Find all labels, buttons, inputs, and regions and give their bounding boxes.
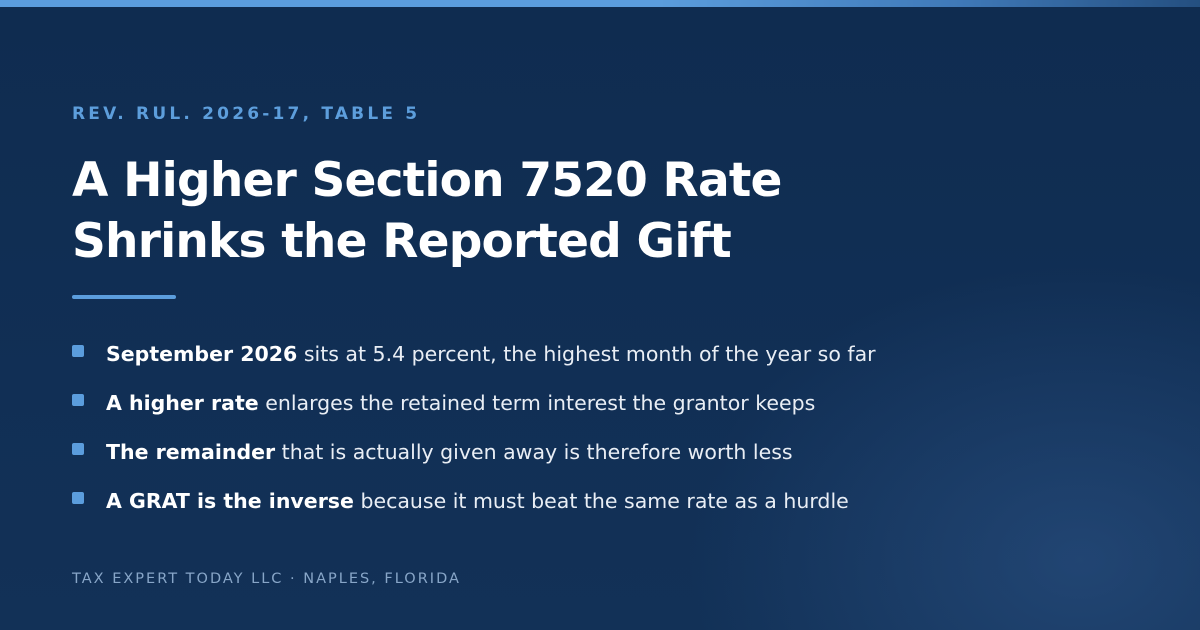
bullet-text: that is actually given away is therefore…: [275, 440, 793, 464]
headline-line-2: Shrinks the Reported Gift: [72, 214, 732, 269]
footer-attribution: TAX EXPERT TODAY LLC · NAPLES, FLORIDA: [72, 571, 461, 587]
bullet-item: A GRAT is the inverse because it must be…: [72, 483, 876, 532]
bullet-lead: A GRAT is the inverse: [106, 489, 354, 513]
headline-line-1: A Higher Section 7520 Rate: [72, 153, 782, 208]
bullet-square-icon: [72, 492, 84, 504]
bullet-item: A higher rate enlarges the retained term…: [72, 385, 876, 434]
bullet-square-icon: [72, 394, 84, 406]
bullet-lead: The remainder: [106, 440, 276, 464]
bullet-lead: A higher rate: [106, 391, 259, 415]
bullet-list: September 2026 sits at 5.4 percent, the …: [72, 336, 876, 532]
accent-divider: [72, 295, 176, 299]
bullet-item: The remainder that is actually given awa…: [72, 434, 876, 483]
bullet-text: enlarges the retained term interest the …: [258, 391, 816, 415]
top-accent-bar: [0, 0, 1200, 7]
bullet-text: sits at 5.4 percent, the highest month o…: [297, 342, 876, 366]
bullet-lead: September 2026: [106, 342, 298, 366]
bullet-square-icon: [72, 345, 84, 357]
bullet-square-icon: [72, 443, 84, 455]
eyebrow-label: REV. RUL. 2026-17, TABLE 5: [72, 104, 421, 124]
bullet-item: September 2026 sits at 5.4 percent, the …: [72, 336, 876, 385]
headline: A Higher Section 7520 Rate Shrinks the R…: [72, 150, 972, 272]
bullet-text: because it must beat the same rate as a …: [353, 489, 849, 513]
